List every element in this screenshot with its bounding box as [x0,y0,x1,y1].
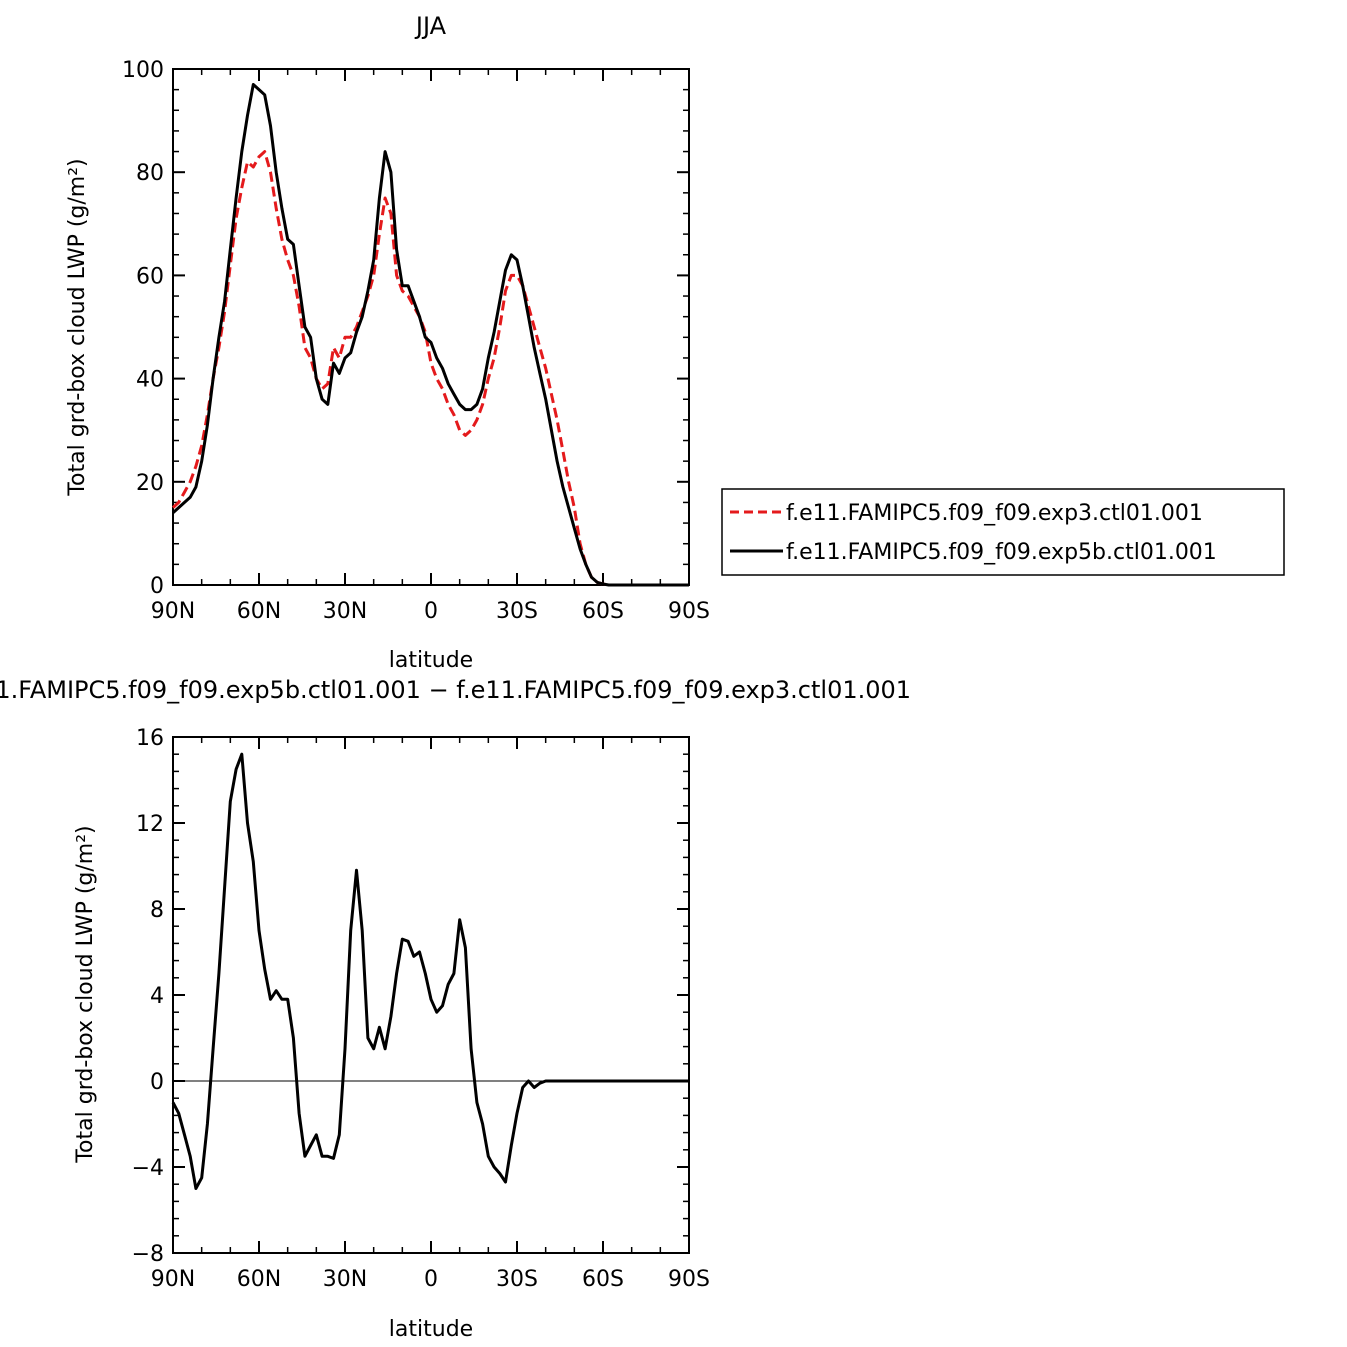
top-series-line-0 [171,150,689,587]
bottom-x-tick-label: 60S [582,1267,624,1292]
top-y-tick-label: 0 [150,574,164,599]
bottom-y-tick-label: 0 [150,1070,164,1095]
bottom-x-tick-label: 90S [668,1267,710,1292]
legend-label-exp3: f.e11.FAMIPC5.f09_f09.exp3.ctl01.001 [786,501,1203,526]
legend: f.e11.FAMIPC5.f09_f09.exp3.ctl01.001 f.e… [721,488,1285,576]
top-x-tick-label: 60N [237,599,281,624]
bottom-x-tick-label: 30S [496,1267,538,1292]
top-y-tick-label: 40 [136,368,164,393]
top-y-tick-label: 20 [136,471,164,496]
top-x-axis-label: latitude [389,648,473,673]
top-x-tick-label: 90N [151,599,195,624]
top-y-axis-label: Total grd-box cloud LWP (g/m²) [65,158,90,496]
bottom-x-tick-label: 60N [237,1267,281,1292]
bottom-chart-title: f.e11.FAMIPC5.f09_f09.exp5b.ctl01.001 − … [0,676,911,704]
legend-box [721,488,1285,576]
bottom-series-line-0 [171,752,689,1190]
bottom-x-tick-label: 90N [151,1267,195,1292]
bottom-x-tick-label: 30N [323,1267,367,1292]
top-y-tick-label: 80 [136,161,164,186]
top-plot-frame [172,68,690,586]
top-x-tick-label: 60S [582,599,624,624]
bottom-y-axis-label: Total grd-box cloud LWP (g/m²) [73,825,98,1163]
top-plot-area: 90N 60N 30N 0 30S 60S 90S 0 20 40 60 80 100 [122,58,710,624]
bottom-x-axis-label: latitude [389,1317,473,1342]
top-panel: JJA 90N 60N 30N 0 30S 60S 90S 0 20 40 60 80 100 lati… [65,12,710,673]
top-y-tick-label: 100 [122,58,164,83]
bottom-y-tick-label: 8 [150,898,164,923]
legend-label-exp5b: f.e11.FAMIPC5.f09_f09.exp5b.ctl01.001 [786,540,1217,565]
bottom-y-tick-label: 4 [150,984,164,1009]
bottom-x-tick-label: 0 [424,1267,438,1292]
bottom-y-tick-label: 12 [136,812,164,837]
bottom-y-tick-label: −4 [132,1156,164,1181]
bottom-y-tick-label: −8 [132,1242,164,1267]
top-chart-title: JJA [414,12,447,40]
top-x-tick-label: 0 [424,599,438,624]
top-series-line-1 [171,83,689,587]
top-x-tick-label: 30N [323,599,367,624]
top-y-tick-label: 60 [136,264,164,289]
top-x-tick-label: 30S [496,599,538,624]
bottom-panel: f.e11.FAMIPC5.f09_f09.exp5b.ctl01.001 − … [0,676,911,1342]
top-x-tick-label: 90S [668,599,710,624]
bottom-plot-area: 90N 60N 30N 0 30S 60S 90S −8 −4 0 4 8 12 16 [132,726,710,1292]
bottom-y-tick-label: 16 [136,726,164,751]
